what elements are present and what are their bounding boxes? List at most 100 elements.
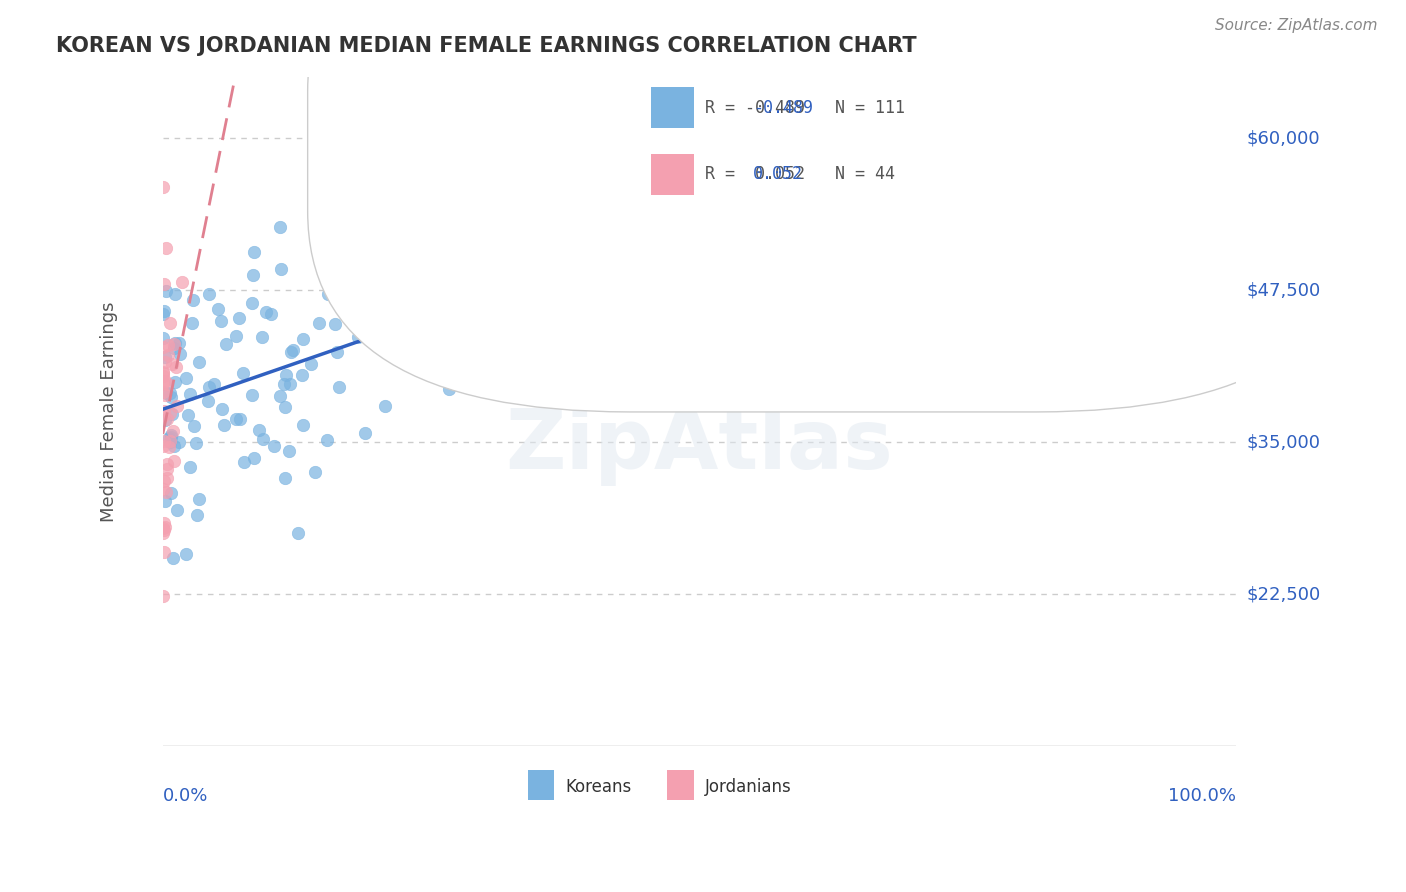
Point: [152, 376, 174, 390]
Point: [153, 388, 176, 402]
Point: [391, 323, 413, 337]
Point: [152, 306, 174, 320]
Point: [153, 434, 176, 449]
Point: [551, 277, 574, 292]
Point: [160, 390, 183, 404]
Text: Median Female Earnings: Median Female Earnings: [100, 301, 118, 522]
Point: [159, 485, 181, 500]
Point: [325, 344, 347, 359]
Point: [152, 521, 174, 535]
Point: [153, 475, 176, 489]
Point: [188, 492, 211, 507]
Point: [370, 236, 392, 251]
Point: [197, 394, 219, 409]
Point: [159, 427, 181, 442]
Text: 0.052: 0.052: [752, 165, 803, 184]
Point: [152, 331, 174, 345]
Point: [215, 337, 238, 351]
Point: [152, 365, 174, 379]
Point: [356, 275, 378, 289]
Point: [228, 412, 250, 426]
Point: [152, 545, 174, 559]
Point: [273, 376, 295, 391]
Point: [183, 418, 205, 433]
Point: [153, 494, 176, 508]
Point: [159, 386, 181, 401]
Point: [451, 228, 474, 243]
Point: [281, 343, 304, 358]
Point: [152, 340, 174, 354]
Point: [274, 471, 297, 485]
Point: [157, 431, 180, 445]
Point: [165, 376, 187, 390]
Point: [165, 359, 187, 374]
Text: 0.0%: 0.0%: [163, 787, 208, 805]
Point: [270, 261, 292, 276]
Point: [304, 465, 326, 479]
Point: [292, 332, 315, 346]
Point: [291, 368, 314, 382]
Point: [163, 454, 186, 468]
Text: R =  0.052   N = 44: R = 0.052 N = 44: [704, 165, 894, 184]
Text: $35,000: $35,000: [1246, 434, 1320, 451]
Point: [207, 302, 229, 317]
Point: [159, 317, 181, 331]
Point: [740, 162, 762, 177]
Point: [166, 503, 188, 517]
Text: -0.489: -0.489: [752, 98, 813, 117]
Point: [276, 368, 298, 383]
Text: Source: ZipAtlas.com: Source: ZipAtlas.com: [1215, 18, 1378, 33]
Point: [160, 430, 183, 444]
Point: [165, 287, 187, 301]
Point: [534, 326, 557, 341]
Point: [152, 482, 174, 496]
Point: [202, 376, 225, 391]
Text: R = -0.489   N = 111: R = -0.489 N = 111: [704, 98, 904, 117]
Point: [152, 589, 174, 603]
Point: [432, 316, 454, 330]
Point: [243, 451, 266, 466]
Point: [152, 366, 174, 380]
Point: [335, 259, 357, 273]
Point: [156, 411, 179, 425]
Point: [156, 376, 179, 391]
Point: [163, 439, 186, 453]
Point: [233, 455, 256, 469]
Point: [187, 355, 209, 369]
Text: ZipAtlas: ZipAtlas: [505, 405, 893, 486]
Point: [169, 347, 191, 361]
Point: [179, 459, 201, 474]
Point: [630, 235, 652, 250]
Point: [242, 268, 264, 282]
Point: [159, 407, 181, 421]
Text: $60,000: $60,000: [1246, 129, 1320, 147]
Point: [446, 303, 468, 318]
Point: [153, 374, 176, 388]
Point: [166, 399, 188, 413]
Point: [153, 403, 176, 417]
Point: [211, 402, 233, 417]
Point: [152, 409, 174, 423]
Point: [179, 387, 201, 401]
Point: [155, 385, 177, 400]
Point: [163, 341, 186, 355]
Point: [153, 520, 176, 534]
Point: [152, 303, 174, 318]
Point: [437, 382, 460, 396]
Point: [156, 471, 179, 485]
Point: [152, 277, 174, 292]
Point: [163, 336, 186, 351]
Point: [159, 434, 181, 449]
Text: Koreans: Koreans: [565, 778, 631, 796]
Point: [162, 551, 184, 566]
Point: [155, 355, 177, 369]
Point: [254, 304, 277, 318]
Point: [228, 311, 250, 326]
Point: [280, 376, 302, 391]
Bar: [651, 154, 693, 194]
Point: [167, 434, 190, 449]
Point: [374, 399, 396, 413]
FancyBboxPatch shape: [308, 0, 1360, 412]
Point: [274, 400, 297, 414]
Point: [437, 315, 460, 329]
